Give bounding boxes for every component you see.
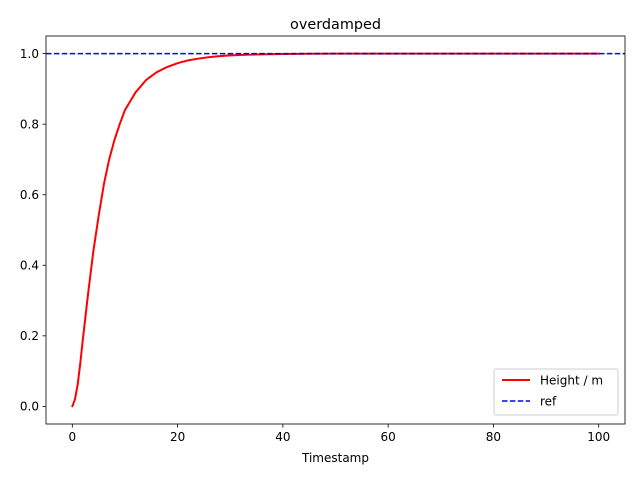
chart-title: overdamped	[290, 17, 381, 33]
x-axis-label: Timestamp	[301, 451, 369, 465]
x-tick-label: 60	[380, 430, 395, 444]
x-tick-label: 100	[587, 430, 610, 444]
x-tick-label: 20	[170, 430, 185, 444]
legend-label-height: Height / m	[540, 374, 603, 388]
plot-frame	[45, 35, 626, 425]
x-tick-label: 40	[275, 430, 290, 444]
legend: Height / m ref	[493, 368, 619, 416]
series-layer	[46, 52, 625, 408]
y-tick-label: 0.2	[20, 329, 39, 343]
y-tick-label: 0.4	[20, 259, 39, 273]
y-axis-ticks: 0.0 0.2 0.4 0.6 0.8 1.0	[20, 47, 46, 414]
x-tick-label: 0	[68, 430, 76, 444]
x-tick-label: 80	[486, 430, 501, 444]
y-tick-label: 0.6	[20, 188, 39, 202]
x-axis-ticks: 0 20 40 60 80 100	[68, 424, 610, 444]
y-tick-label: 1.0	[20, 47, 39, 61]
y-tick-label: 0.0	[20, 400, 39, 414]
legend-label-ref: ref	[540, 395, 557, 409]
y-tick-label: 0.8	[20, 117, 39, 131]
